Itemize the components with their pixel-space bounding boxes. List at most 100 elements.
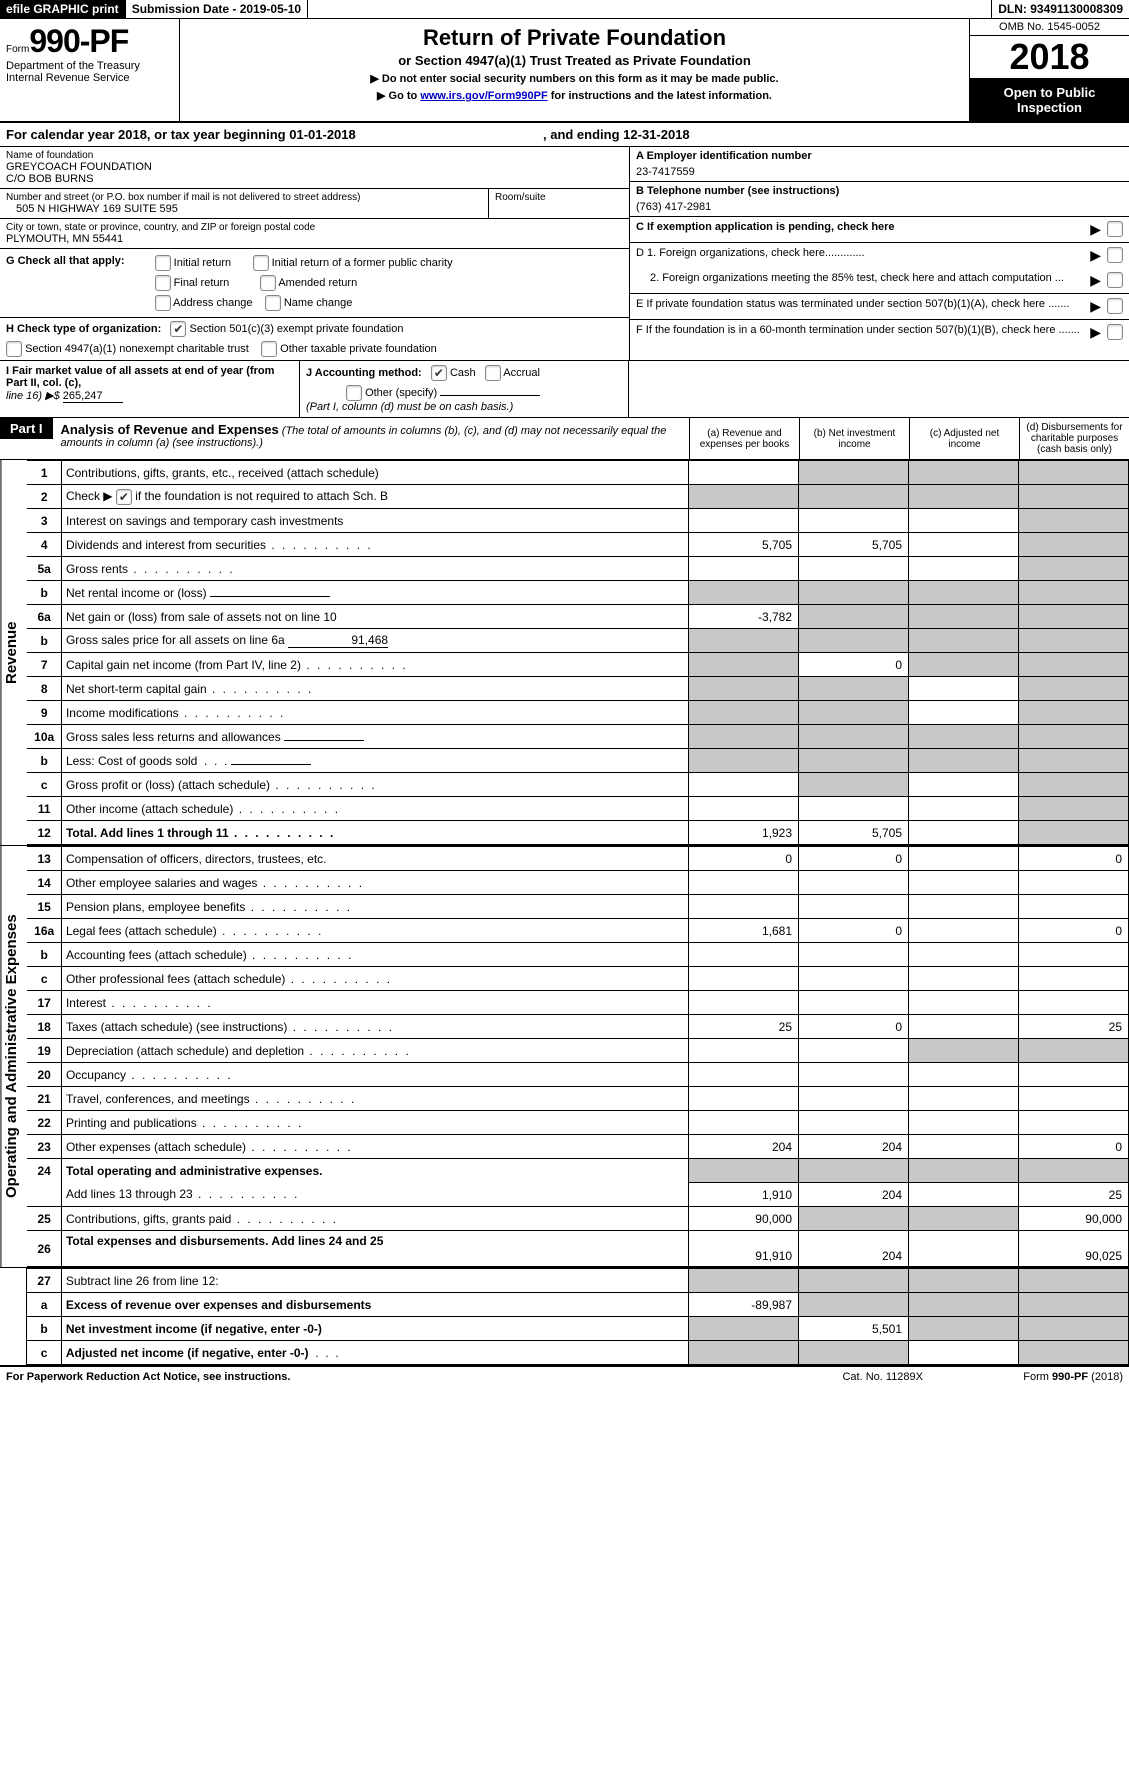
phone-label: B Telephone number (see instructions) [636,185,1123,197]
dln: DLN: 93491130008309 [992,0,1129,18]
4947-label: Section 4947(a)(1) nonexempt charitable … [25,343,249,355]
part1-title-text: Analysis of Revenue and Expenses [61,422,279,437]
accrual-checkbox[interactable] [485,365,501,381]
top-bar: efile GRAPHIC print Submission Date - 20… [0,0,1129,19]
line-15: 15Pension plans, employee benefits [27,895,1128,919]
line-24b: Add lines 13 through 231,91020425 [27,1183,1128,1207]
i-line16-pre: line 16) ▶$ [6,390,63,402]
initial-return-checkbox[interactable] [155,255,171,271]
address-row: Number and street (or P.O. box number if… [0,189,629,219]
footer-cat: Cat. No. 11289X [842,1371,923,1383]
initial-return-label: Initial return [174,257,231,269]
other-label: Other (specify) [365,387,437,399]
address-change-checkbox[interactable] [155,295,171,311]
line-1: 1Contributions, gifts, grants, etc., rec… [27,461,1128,485]
e-label: E If private foundation status was termi… [636,298,1084,310]
f-row: F If the foundation is in a 60-month ter… [630,320,1129,345]
dept-treasury: Department of the Treasury [6,60,173,72]
instr2-post: for instructions and the latest informat… [548,90,772,102]
other-method-checkbox[interactable] [346,385,362,401]
d1-label: D 1. Foreign organizations, check here..… [636,247,1084,259]
page-footer: For Paperwork Reduction Act Notice, see … [0,1367,1129,1387]
cash-checkbox[interactable] [431,365,447,381]
line-26: 26Total expenses and disbursements. Add … [27,1231,1128,1267]
d1-checkbox[interactable] [1107,247,1123,263]
i-cell: I Fair market value of all assets at end… [0,361,300,417]
line-27c: cAdjusted net income (if negative, enter… [27,1341,1128,1365]
address: 505 N HIGHWAY 169 SUITE 595 [6,203,482,215]
ein-label: A Employer identification number [636,150,1123,162]
other-taxable-label: Other taxable private foundation [280,343,437,355]
line-23: 23Other expenses (attach schedule)204204… [27,1135,1128,1159]
footer-right: Form 990-PF (2018) [923,1371,1123,1383]
initial-former-label: Initial return of a former public charit… [272,257,453,269]
address-change-label: Address change [173,297,253,309]
initial-former-checkbox[interactable] [253,255,269,271]
schb-checkbox[interactable] [116,489,132,505]
line-21: 21Travel, conferences, and meetings [27,1087,1128,1111]
name-change-checkbox[interactable] [265,295,281,311]
topbar-spacer [308,0,992,18]
j-note: (Part I, column (d) must be on cash basi… [306,401,622,413]
other-taxable-checkbox[interactable] [261,341,277,357]
line-19: 19Depreciation (attach schedule) and dep… [27,1039,1128,1063]
form-prefix: Form [6,44,29,55]
revenue-table: 1Contributions, gifts, grants, etc., rec… [27,460,1129,845]
city: PLYMOUTH, MN 55441 [6,233,623,245]
line-16b: bAccounting fees (attach schedule) [27,943,1128,967]
line-6a: 6aNet gain or (loss) from sale of assets… [27,605,1128,629]
form-subtitle: or Section 4947(a)(1) Trust Treated as P… [190,53,959,68]
col-c-header: (c) Adjusted net income [909,418,1019,459]
final-return-checkbox[interactable] [155,275,171,291]
501c3-label: Section 501(c)(3) exempt private foundat… [189,323,403,335]
4947-checkbox[interactable] [6,341,22,357]
final-label: Final return [174,277,230,289]
instr-1: ▶ Do not enter social security numbers o… [190,72,959,85]
j-label: J Accounting method: [306,367,422,379]
instr-2: ▶ Go to www.irs.gov/Form990PF for instru… [190,89,959,102]
line-4: 4Dividends and interest from securities5… [27,533,1128,557]
g-row: G Check all that apply: Initial return I… [0,249,629,318]
line-10c: cGross profit or (loss) (attach schedule… [27,773,1128,797]
instructions-link[interactable]: www.irs.gov/Form990PF [420,90,547,102]
info-left: Name of foundation GREYCOACH FOUNDATION … [0,147,629,360]
name-label: Name of foundation [6,150,623,161]
amended-label: Amended return [278,277,357,289]
amended-checkbox[interactable] [260,275,276,291]
ij-row: I Fair market value of all assets at end… [0,361,1129,418]
irs-label: Internal Revenue Service [6,72,173,84]
d2-label: 2. Foreign organizations meeting the 85%… [636,272,1084,284]
line-3: 3Interest on savings and temporary cash … [27,509,1128,533]
line-20: 20Occupancy [27,1063,1128,1087]
submission-date: Submission Date - 2019-05-10 [126,0,308,18]
phone-cell: B Telephone number (see instructions) (7… [630,182,1129,217]
efile-label: efile GRAPHIC print [0,0,126,18]
cal-mid: , and ending [543,127,623,142]
tax-year: 2018 [970,36,1129,79]
omb-number: OMB No. 1545-0052 [970,19,1129,36]
f-checkbox[interactable] [1107,324,1123,340]
line-27b: bNet investment income (if negative, ent… [27,1317,1128,1341]
phone-value: (763) 417-2981 [636,201,1123,213]
line-13: 13Compensation of officers, directors, t… [27,847,1128,871]
line-5b: bNet rental income or (loss) [27,581,1128,605]
c-checkbox[interactable] [1107,221,1123,237]
e-checkbox[interactable] [1107,298,1123,314]
part1-label: Part I [0,418,53,439]
column-headers: (a) Revenue and expenses per books (b) N… [689,418,1129,459]
info-right: A Employer identification number 23-7417… [629,147,1129,360]
calendar-year-row: For calendar year 2018, or tax year begi… [0,123,1129,147]
revenue-grid: Revenue 1Contributions, gifts, grants, e… [0,460,1129,846]
501c3-checkbox[interactable] [170,321,186,337]
line-16a: 16aLegal fees (attach schedule)1,68100 [27,919,1128,943]
line-24: 24Total operating and administrative exp… [27,1159,1128,1183]
city-label: City or town, state or province, country… [6,222,623,233]
j-cell: J Accounting method: Cash Accrual Other … [300,361,629,417]
ein-value: 23-7417559 [636,166,1123,178]
line-17: 17Interest [27,991,1128,1015]
accrual-label: Accrual [503,367,540,379]
name-change-label: Name change [284,297,353,309]
line27-spacer [0,1268,27,1365]
d2-checkbox[interactable] [1107,272,1123,288]
d-row: D 1. Foreign organizations, check here..… [630,243,1129,294]
